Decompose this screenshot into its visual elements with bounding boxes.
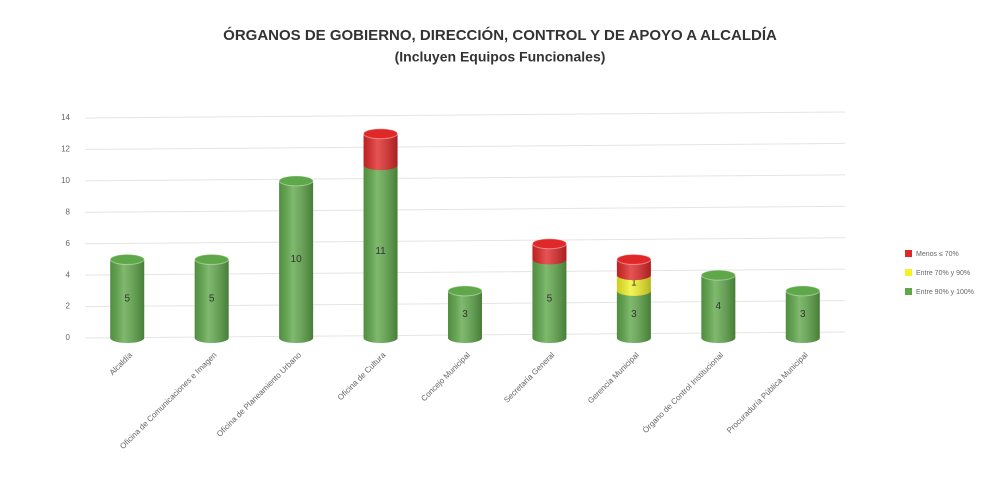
x-tick-label: Oficina de Planeamiento Urbano [215,350,304,439]
y-tick-label: 8 [66,207,71,216]
data-label: 5 [209,293,215,304]
bar-top [700,269,736,281]
bar-top [278,175,314,187]
y-tick-label: 4 [66,270,71,279]
grid-line [84,142,846,150]
x-tick-label: Alcaldía [108,350,135,377]
y-tick-label: 2 [66,302,71,311]
data-label: 3 [800,309,806,320]
bar-shade [448,290,482,343]
data-label: 3 [462,309,468,320]
x-tick-label: Concejo Municipal [419,350,472,403]
bar-shade [785,290,820,343]
bar-shade [616,259,651,281]
x-tick-label: Oficina de Comunicaciones e Imagen [118,351,218,451]
bar-shade [363,133,398,171]
data-label: 4 [716,301,722,312]
data-label: 5 [547,293,553,304]
x-tick-label: Gerencia Municipal [586,350,641,405]
data-label: 5 [124,293,130,304]
y-tick-label: 0 [66,333,71,342]
bar-shade [701,275,736,343]
x-tick-label: Secretaría General [502,350,556,404]
bar-top [447,285,483,297]
legend-swatch [905,250,912,257]
grid-line [84,237,846,245]
grid-line [84,111,846,119]
data-label: 3 [631,309,637,320]
x-tick-label: Procuraduría Pública Municipal [725,350,810,435]
y-tick-label: 6 [66,239,71,248]
bar-top [109,253,145,265]
bar-top [616,253,652,265]
y-tick-label: 10 [61,176,70,185]
data-label: 11 [375,246,386,257]
bar-shade [110,259,145,343]
y-tick-label: 12 [61,145,70,154]
bar-shade [616,290,651,343]
bar-shade [616,275,651,296]
bar-top [531,238,567,250]
bar-shade [363,165,398,343]
bar-shade [194,259,229,343]
legend-label: Entre 70% y 90% [916,270,970,277]
bar-top [363,128,399,140]
legend-label: Menos ≤ 70% [916,251,959,258]
x-tick-label: Oficina de Cultura [336,350,388,402]
grid-line [84,174,846,182]
x-tick-label: Órgano de Control Institucional [641,350,726,435]
chart-title: ÓRGANOS DE GOBIERNO, DIRECCIÓN, CONTROL … [223,26,777,44]
legend-label: Entre 90% y 100% [916,289,974,296]
bar-shade [532,259,567,343]
data-label: 10 [291,254,303,265]
chart-subtitle: (Incluyen Equipos Funcionales) [395,49,606,65]
bar-shade [279,180,314,343]
bar-top [785,285,821,297]
data-label: 1 [631,278,637,289]
legend-swatch [905,288,912,295]
bar-shade [532,243,567,265]
grid-line [84,205,846,213]
legend-swatch [905,269,912,276]
bar-top [194,253,230,265]
y-tick-label: 14 [61,113,70,122]
